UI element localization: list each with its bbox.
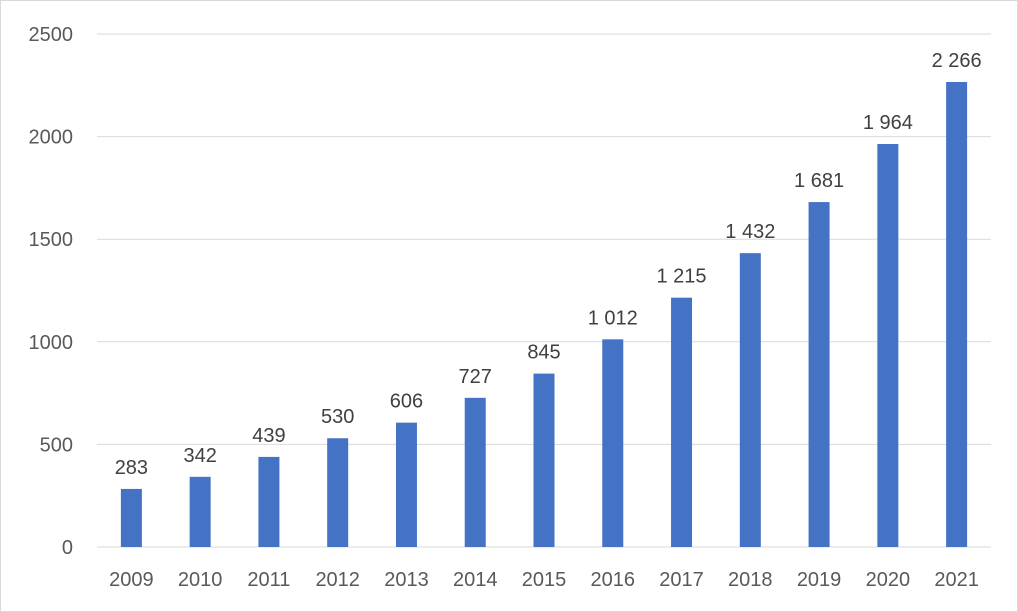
x-tick-label-2020: 2020 bbox=[866, 569, 911, 591]
y-tick-label: 500 bbox=[40, 434, 73, 456]
bar-2015 bbox=[533, 373, 555, 547]
y-tick-label: 0 bbox=[62, 537, 73, 559]
x-tick-label-2009: 2009 bbox=[109, 569, 154, 591]
x-tick-label-2010: 2010 bbox=[178, 569, 223, 591]
y-tick-label: 2500 bbox=[29, 24, 74, 46]
y-tick-label: 1500 bbox=[29, 229, 74, 251]
bar-2019 bbox=[808, 202, 830, 547]
bar-2016 bbox=[602, 339, 624, 547]
bar-2013 bbox=[395, 422, 417, 547]
data-label-2014: 727 bbox=[459, 366, 492, 388]
data-label-2011: 439 bbox=[252, 425, 285, 447]
data-label-2016: 1 012 bbox=[588, 307, 638, 329]
data-label-2010: 342 bbox=[183, 445, 216, 467]
bars bbox=[120, 82, 968, 548]
y-tick-label: 1000 bbox=[29, 332, 74, 354]
x-tick-label-2011: 2011 bbox=[247, 569, 290, 591]
bar-2020 bbox=[877, 143, 899, 548]
bar-2009 bbox=[120, 488, 142, 547]
x-tick-label-2021: 2021 bbox=[934, 569, 979, 591]
bar-2012 bbox=[327, 438, 349, 547]
data-labels: 283 342 439 530 606 727 845 1 012 1 215 1 432 1 68… bbox=[115, 50, 982, 479]
bar-2014 bbox=[464, 397, 486, 547]
x-tick-label-2012: 2012 bbox=[315, 569, 360, 591]
x-axis-tick-labels: 2009 2010 2011 2012 2013 2014 2015 2016 2017 2018… bbox=[109, 569, 979, 591]
bar-2010 bbox=[189, 476, 211, 547]
data-label-2021: 2 266 bbox=[932, 50, 982, 72]
data-label-2013: 606 bbox=[390, 391, 423, 413]
x-tick-label-2013: 2013 bbox=[384, 569, 429, 591]
data-label-2015: 845 bbox=[527, 342, 560, 364]
x-tick-label-2019: 2019 bbox=[797, 569, 842, 591]
bar-2021 bbox=[946, 82, 968, 548]
x-tick-label-2016: 2016 bbox=[591, 569, 636, 591]
bar-2017 bbox=[671, 297, 693, 547]
data-label-2018: 1 432 bbox=[725, 221, 775, 243]
x-tick-label-2018: 2018 bbox=[728, 569, 773, 591]
y-tick-label: 2000 bbox=[29, 127, 74, 149]
x-tick-label-2017: 2017 bbox=[659, 569, 704, 591]
x-tick-label-2014: 2014 bbox=[453, 569, 498, 591]
y-axis-tick-labels: 0 500 1000 1500 2000 2500 bbox=[29, 24, 74, 559]
data-label-2012: 530 bbox=[321, 406, 354, 428]
gridlines bbox=[97, 33, 991, 548]
data-label-2017: 1 215 bbox=[657, 266, 707, 288]
x-tick-label-2015: 2015 bbox=[522, 569, 567, 591]
data-label-2009: 283 bbox=[115, 457, 148, 479]
bar-2011 bbox=[258, 456, 280, 547]
bar-2018 bbox=[739, 253, 761, 547]
data-label-2019: 1 681 bbox=[794, 170, 844, 192]
data-label-2020: 1 964 bbox=[863, 112, 913, 134]
